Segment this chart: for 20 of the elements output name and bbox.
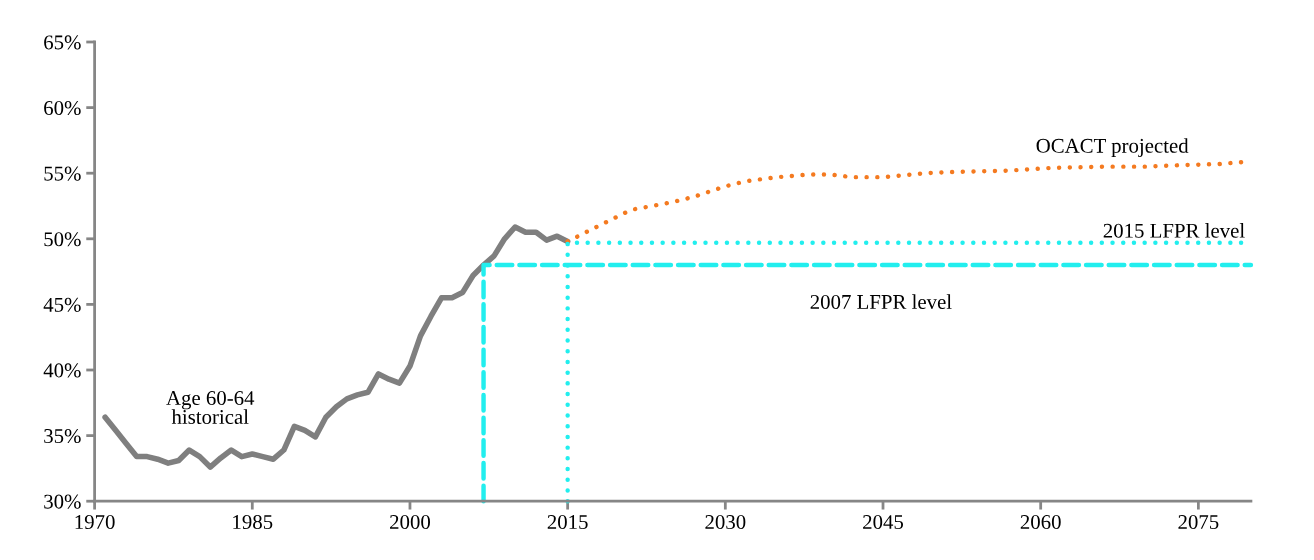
series-label: 2007 LFPR level [810,294,952,309]
x-tick-label: 2015 [547,515,588,530]
y-tick-label: 55% [44,166,81,181]
series-label: Age 60-64 historical [166,391,255,425]
y-tick-label: 30% [44,494,81,509]
series-label: 2015 LFPR level [1103,223,1245,238]
y-tick-label: 60% [44,100,81,116]
y-tick-label: 65% [44,35,81,50]
x-tick-label: 2030 [705,515,746,530]
x-tick-label: 1970 [75,515,115,530]
x-tick-label: 2060 [1020,515,1061,530]
x-tick-label: 2075 [1178,515,1219,530]
x-tick-label: 1985 [233,515,273,530]
y-tick-label: 40% [43,363,81,378]
y-tick-label: 50% [44,232,81,247]
y-tick-label: 45% [43,297,81,312]
x-tick-label: 2000 [390,515,431,530]
series-label: OCACT projected [1036,138,1189,158]
y-tick-label: 35% [44,428,81,444]
x-tick-label: 2045 [863,515,904,530]
